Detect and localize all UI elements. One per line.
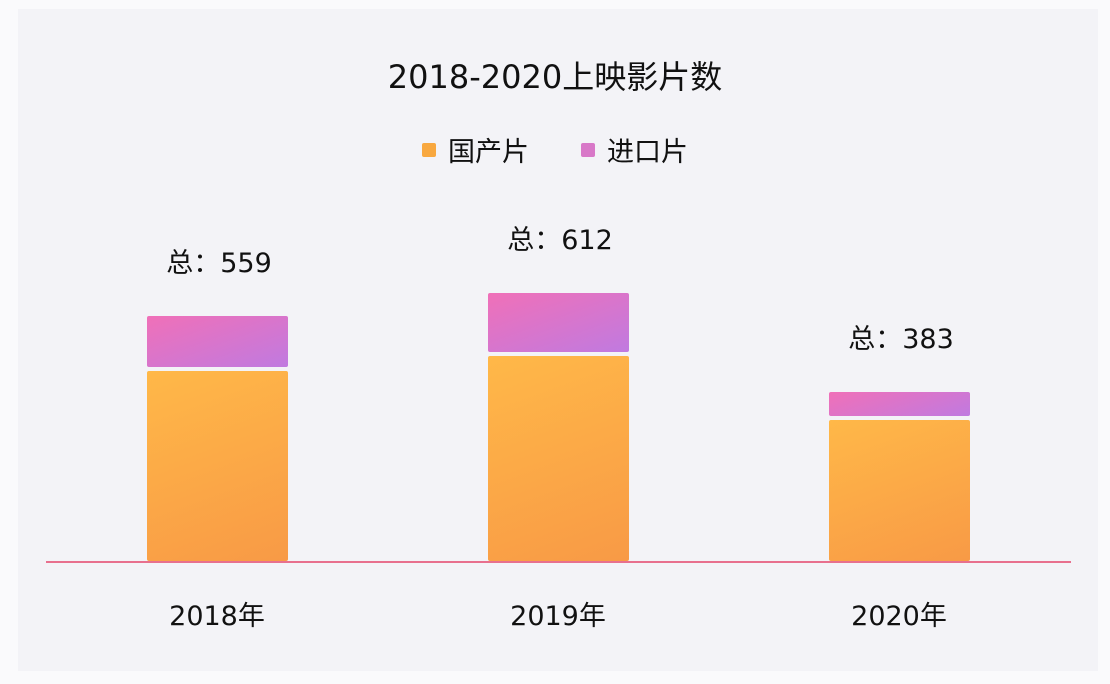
domestic-segment[interactable] bbox=[829, 420, 970, 561]
imported-segment[interactable] bbox=[147, 316, 288, 368]
imported-segment[interactable] bbox=[829, 391, 970, 417]
imported-segment[interactable] bbox=[488, 293, 629, 353]
x-tick-label: 2019年 bbox=[510, 601, 606, 632]
total-label: 总：383 bbox=[848, 323, 954, 355]
legend-label: 国产片 bbox=[448, 137, 529, 168]
imported-swatch-icon bbox=[581, 142, 595, 157]
bar-2[interactable] bbox=[829, 391, 970, 561]
bar-1[interactable] bbox=[488, 293, 629, 561]
domestic-segment[interactable] bbox=[147, 371, 288, 561]
total-label: 总：559 bbox=[166, 248, 272, 280]
legend-item-imported[interactable]: 进口片 bbox=[581, 130, 688, 169]
total-label: 总：612 bbox=[507, 225, 613, 257]
x-axis-line bbox=[46, 561, 1071, 563]
domestic-segment[interactable] bbox=[488, 356, 629, 561]
bar-0[interactable] bbox=[147, 316, 288, 561]
x-tick-label: 2018年 bbox=[169, 601, 265, 632]
domestic-swatch-icon bbox=[422, 142, 436, 157]
legend-item-domestic[interactable]: 国产片 bbox=[422, 130, 529, 169]
chart-title: 2018-2020上映影片数 bbox=[387, 58, 723, 96]
legend-label: 进口片 bbox=[607, 137, 688, 168]
legend: 国产片 进口片 bbox=[0, 130, 1110, 169]
x-tick-label: 2020年 bbox=[851, 601, 947, 632]
